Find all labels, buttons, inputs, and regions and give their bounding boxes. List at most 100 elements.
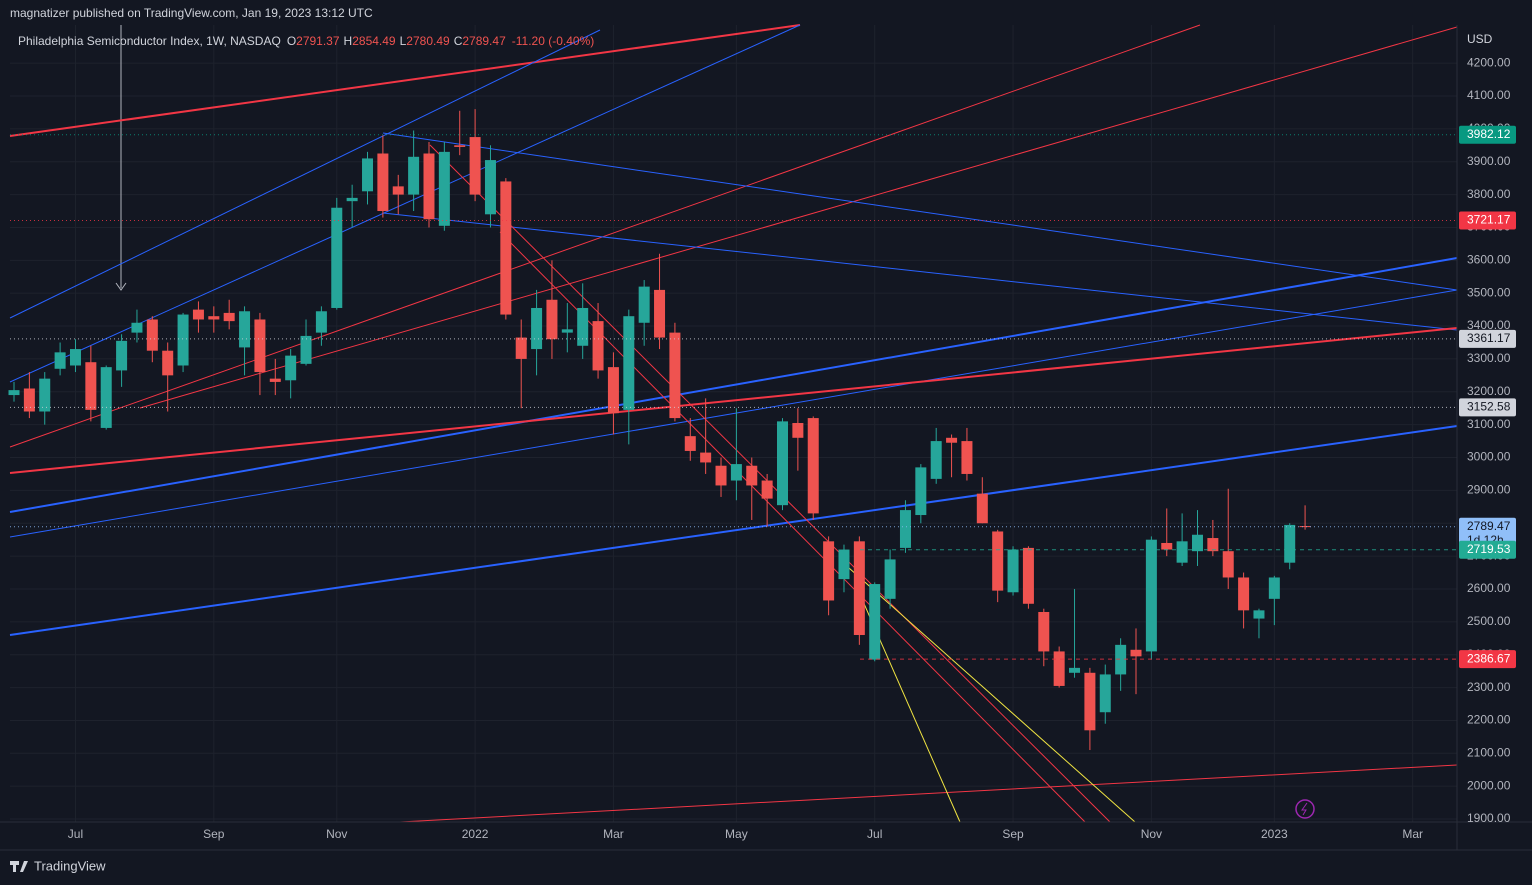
candle-body	[592, 321, 604, 371]
price-label: 3152.58	[1467, 400, 1511, 414]
candle-body	[1161, 542, 1173, 550]
arrow-head	[115, 282, 127, 291]
x-tick-label: Mar	[603, 827, 624, 841]
candle-body	[131, 322, 143, 333]
candle-body	[500, 181, 512, 315]
candle-body	[239, 311, 251, 348]
legend-key: O	[287, 34, 296, 48]
price-label-box	[1459, 329, 1516, 348]
trend-line	[399, 764, 1458, 823]
candle-body	[730, 464, 742, 481]
candle-body	[684, 436, 696, 451]
y-tick-label: 2900.00	[1467, 483, 1511, 497]
y-tick-label: 2000.00	[1467, 778, 1511, 792]
legend-value: 2780.49	[406, 34, 450, 48]
price-label: 2719.53	[1467, 542, 1511, 556]
logo	[10, 861, 28, 872]
candle-body	[869, 584, 881, 660]
trend-line	[9, 24, 1201, 448]
legend-value: 2854.49	[352, 34, 396, 48]
x-tick-label: 2022	[462, 827, 489, 841]
candle-body	[700, 452, 712, 463]
trend-line	[9, 257, 1458, 513]
candle-body	[100, 367, 112, 428]
legend-value: 2791.37	[296, 34, 340, 48]
candle-body	[715, 465, 727, 486]
candle-body	[577, 307, 589, 346]
alert-icon[interactable]	[1295, 799, 1315, 819]
candle-body	[223, 312, 235, 322]
trend-line	[9, 289, 1458, 538]
candle-body	[1145, 539, 1157, 652]
candle-body	[408, 156, 420, 195]
candle-body	[638, 286, 650, 323]
candle-body	[546, 299, 558, 340]
candle-body	[1099, 674, 1111, 713]
candle-body	[1115, 644, 1127, 675]
trend-line	[382, 212, 1458, 331]
y-tick-label: 4200.00	[1467, 55, 1511, 69]
candle-body	[192, 309, 204, 320]
trend-line	[382, 132, 1458, 291]
price-label-box	[1459, 211, 1516, 230]
candle-body	[930, 441, 942, 479]
candle-body	[823, 541, 835, 601]
candle-body	[1176, 541, 1188, 563]
candle-body	[392, 186, 404, 195]
trend-line	[139, 26, 1458, 409]
y-tick-label: 2100.00	[1467, 745, 1511, 759]
y-tick-label: 3100.00	[1467, 417, 1511, 431]
candle-body	[777, 421, 788, 506]
candle-body	[1053, 651, 1065, 686]
candle-body	[1022, 547, 1034, 604]
candle-body	[69, 349, 81, 366]
x-tick-label: 2023	[1261, 827, 1288, 841]
candle-body	[976, 493, 988, 524]
price-label: 2386.67	[1467, 651, 1511, 665]
candle-body	[377, 153, 389, 212]
price-label-box	[1459, 650, 1516, 669]
candle-body	[669, 332, 681, 419]
alert-icon	[1301, 802, 1308, 816]
candle-body	[331, 207, 343, 308]
drawings	[9, 24, 1458, 823]
candle-body	[1038, 611, 1050, 652]
candle-body	[162, 350, 174, 376]
legend-change: -11.20 (-0.40%)	[512, 34, 594, 48]
legend-key: H	[344, 34, 353, 48]
price-label-box	[1459, 125, 1516, 144]
brand: TradingView	[34, 858, 106, 873]
candle-body	[346, 197, 358, 202]
candle-body	[946, 437, 958, 443]
y-tick-label: 3200.00	[1467, 384, 1511, 398]
candle-body	[607, 367, 619, 414]
y-tick-label: 1900.00	[1467, 811, 1511, 825]
candle-body	[146, 319, 158, 351]
candle-body	[315, 311, 327, 333]
y-tick-label: 2300.00	[1467, 680, 1511, 694]
candle-body	[177, 314, 189, 366]
candle-body	[1084, 672, 1096, 731]
candle-body	[484, 160, 496, 215]
candle-body	[838, 549, 850, 580]
y-tick-label: 3000.00	[1467, 450, 1511, 464]
candle-body	[853, 541, 865, 635]
price-axis: 1900.002000.002100.002200.002300.002400.…	[1459, 55, 1516, 825]
legend: Philadelphia Semiconductor Index, 1W, NA…	[18, 34, 594, 48]
candle-body	[654, 289, 666, 338]
candle-body	[1130, 649, 1142, 657]
symbol: Philadelphia Semiconductor Index, 1W, NA…	[18, 34, 281, 48]
y-tick-label: 3400.00	[1467, 318, 1511, 332]
x-tick-label: Jul	[867, 827, 882, 841]
candle-body	[1191, 534, 1203, 552]
candle-body	[623, 316, 635, 410]
x-tick-label: Jul	[68, 827, 83, 841]
trend-line	[9, 327, 1458, 474]
x-tick-label: May	[725, 827, 748, 841]
candle-body	[85, 362, 97, 410]
candle-body	[531, 307, 543, 350]
candle-body	[561, 329, 573, 333]
candle-body	[8, 390, 20, 396]
